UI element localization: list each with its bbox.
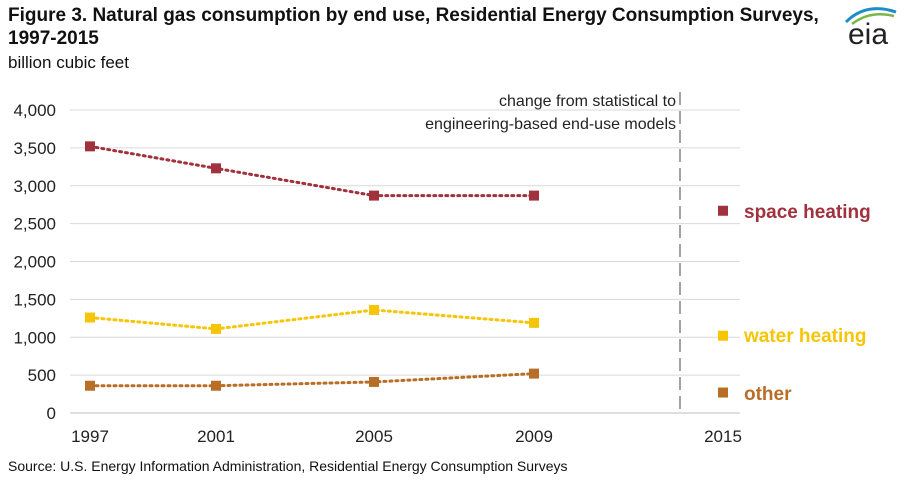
data-point-2015-water-heating (718, 330, 728, 341)
data-point-other (211, 380, 221, 391)
series-line-space-heating (88, 144, 536, 198)
y-tick-label: 3,500 (13, 139, 56, 158)
data-point-water-heating (369, 304, 379, 315)
data-point-2015-other (718, 387, 728, 398)
series-label-space-heating: space heating (744, 202, 871, 223)
x-axis-ticks: 1997 2001 2005 2009 2015 (71, 427, 742, 446)
data-point-other (529, 368, 539, 379)
source-note: Source: U.S. Energy Information Administ… (8, 458, 568, 474)
annotation-line-2: engineering-based end-use models (425, 116, 676, 133)
chart-title: Figure 3. Natural gas consumption by end… (8, 5, 819, 49)
series-line-other (88, 372, 536, 388)
data-point-water-heating (85, 312, 95, 323)
eia-logo: eia (838, 2, 902, 52)
data-point-other (85, 380, 95, 391)
y-tick-label: 2,500 (13, 215, 56, 234)
y-tick-label: 1,500 (13, 290, 56, 309)
series-line-water-heating (88, 308, 536, 331)
y-tick-label: 4,000 (13, 101, 56, 120)
units-label: billion cubic feet (8, 53, 129, 72)
x-tick-label: 1997 (71, 427, 109, 446)
data-point-water-heating (529, 317, 539, 328)
y-tick-label: 0 (47, 404, 56, 423)
series-label-other: other (744, 384, 792, 405)
x-tick-label: 2001 (197, 427, 235, 446)
series-labels: space heating water heating other (743, 202, 871, 405)
y-tick-label: 2,000 (13, 253, 56, 272)
data-point-water-heating (211, 323, 221, 334)
series-group (85, 141, 728, 398)
y-tick-label: 3,000 (13, 177, 56, 196)
x-tick-label: 2005 (355, 427, 393, 446)
data-point-space-heating (529, 190, 539, 201)
x-tick-label: 2015 (704, 427, 742, 446)
series-label-water-heating: water heating (743, 326, 866, 347)
y-axis-ticks: 0 500 1,000 1,500 2,000 2,500 3,000 3,500 4,000 (13, 101, 56, 423)
data-point-space-heating (369, 190, 379, 201)
data-point-other (369, 376, 379, 387)
data-point-space-heating (85, 141, 95, 152)
annotation-line-1: change from statistical to (499, 93, 676, 110)
y-tick-label: 500 (28, 366, 56, 385)
x-tick-label: 2009 (515, 427, 553, 446)
eia-logo-icon: eia (844, 7, 897, 51)
model-change-annotation: change from statistical to engineering-b… (425, 93, 676, 133)
y-tick-label: 1,000 (13, 328, 56, 347)
gridlines (70, 109, 740, 414)
data-point-2015-space-heating (718, 205, 728, 216)
data-point-space-heating (211, 163, 221, 174)
eia-logo-text: eia (848, 18, 888, 51)
